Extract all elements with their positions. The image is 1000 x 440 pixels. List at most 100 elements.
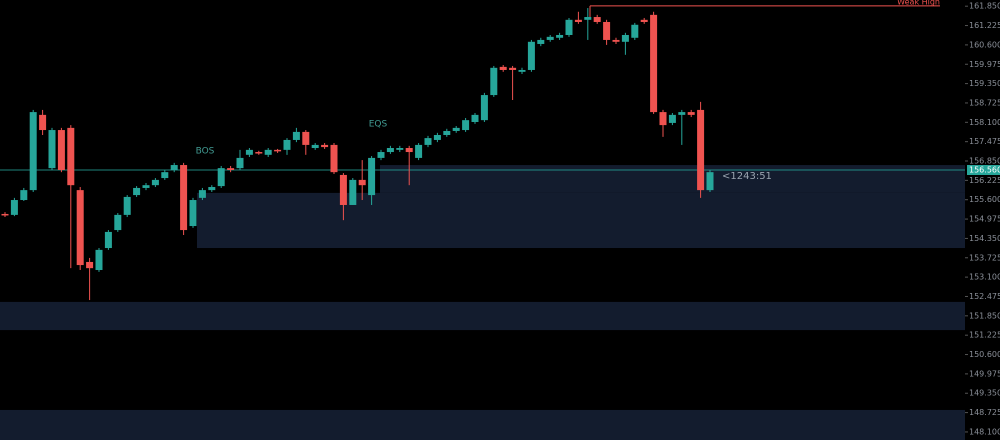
candle-body [527, 41, 535, 70]
y-tick-label: 157.475 [969, 137, 1000, 146]
candle-body [377, 152, 385, 158]
candle-body [86, 261, 94, 269]
candle-body [95, 249, 103, 271]
candle-body [255, 152, 263, 154]
candle-body [227, 168, 235, 170]
y-tick-label: 161.850 [969, 2, 1000, 11]
candle-body [76, 190, 84, 266]
candle-body [104, 231, 112, 249]
zone [197, 192, 965, 249]
y-tick-label: 159.975 [969, 60, 1000, 69]
candle-body [405, 148, 413, 153]
candle-body [283, 139, 291, 150]
candle-body [161, 172, 169, 179]
candle-body [20, 190, 28, 201]
y-tick-label: 158.100 [969, 118, 1000, 127]
candle-body [245, 149, 253, 155]
y-tick-label: 149.350 [969, 389, 1000, 398]
y-tick-label: 151.850 [969, 311, 1000, 320]
last-price-tag [967, 164, 1000, 175]
candle-body [133, 187, 141, 196]
candle-body [640, 19, 648, 22]
candle-body [659, 112, 667, 126]
last-price-label: 156.560 [969, 165, 1000, 174]
candle-body [424, 138, 432, 145]
candle-body [452, 127, 460, 131]
candle-body [509, 67, 517, 70]
candle-body [621, 34, 629, 42]
y-tick-label: 156.850 [969, 157, 1000, 166]
candle-body [415, 144, 423, 158]
zone [0, 301, 965, 331]
candle-body [123, 196, 131, 215]
candle-body [471, 114, 479, 122]
candle-body [612, 39, 620, 42]
candle-body [339, 174, 347, 205]
candle-body [180, 165, 188, 231]
y-tick-label: 153.100 [969, 273, 1000, 282]
candle-body [10, 200, 18, 215]
candle-body [198, 190, 206, 198]
candle-body [57, 130, 65, 170]
annotation: EQS [369, 120, 388, 130]
candle-body [189, 200, 197, 227]
candle-body [443, 130, 451, 136]
candle-body [687, 112, 695, 115]
candle-body [518, 69, 526, 72]
y-tick-label: 149.975 [969, 369, 1000, 378]
candle-body [593, 17, 601, 22]
candle-body [48, 130, 56, 169]
candle-body [650, 14, 658, 113]
candle-body [706, 172, 714, 191]
candle-body [386, 148, 394, 153]
candle-body [631, 24, 639, 38]
candle-body [39, 114, 47, 131]
candle-body [151, 179, 159, 186]
y-tick-label: 150.600 [969, 350, 1000, 359]
zone [0, 409, 965, 440]
level-label: Weak High [897, 0, 940, 6]
y-tick-label: 154.350 [969, 234, 1000, 243]
candle-body [396, 148, 404, 150]
y-tick-label: 160.600 [969, 40, 1000, 49]
candle-body [546, 36, 554, 40]
candle-body [264, 149, 272, 155]
candle-body [668, 114, 676, 123]
candle-body [565, 19, 573, 35]
candle-body [499, 66, 507, 70]
y-tick-label: 148.725 [969, 408, 1000, 417]
candle-body [368, 157, 376, 196]
candle-body [217, 168, 225, 187]
candle-body [574, 19, 582, 22]
candle-body [330, 144, 338, 173]
candle-body [29, 112, 37, 191]
candle-body [697, 109, 705, 191]
candle-body [321, 144, 329, 148]
candle-body [311, 144, 319, 149]
y-tick-label: 153.725 [969, 253, 1000, 262]
candle-body [236, 157, 244, 169]
y-tick-label: 151.225 [969, 331, 1000, 340]
countdown-label: <1243:51 [722, 171, 772, 182]
candle-body [114, 214, 122, 231]
candle-body [462, 120, 470, 131]
y-tick-label: 156.225 [969, 176, 1000, 185]
candle-body [490, 67, 498, 96]
candle-body [537, 39, 545, 44]
candle-body [433, 135, 441, 140]
candle-body [349, 179, 357, 205]
candle-body [480, 95, 488, 121]
candle-body [67, 127, 75, 186]
candle-body [678, 112, 686, 115]
y-tick-label: 148.100 [969, 427, 1000, 436]
candle-body [292, 131, 300, 140]
zone [380, 165, 965, 193]
candle-body [208, 187, 216, 191]
candle-body [274, 149, 282, 152]
y-tick-label: 154.975 [969, 215, 1000, 224]
candle-body [170, 165, 178, 170]
candle-body [603, 21, 611, 40]
candle-body [584, 17, 592, 20]
y-tick-label: 152.475 [969, 292, 1000, 301]
